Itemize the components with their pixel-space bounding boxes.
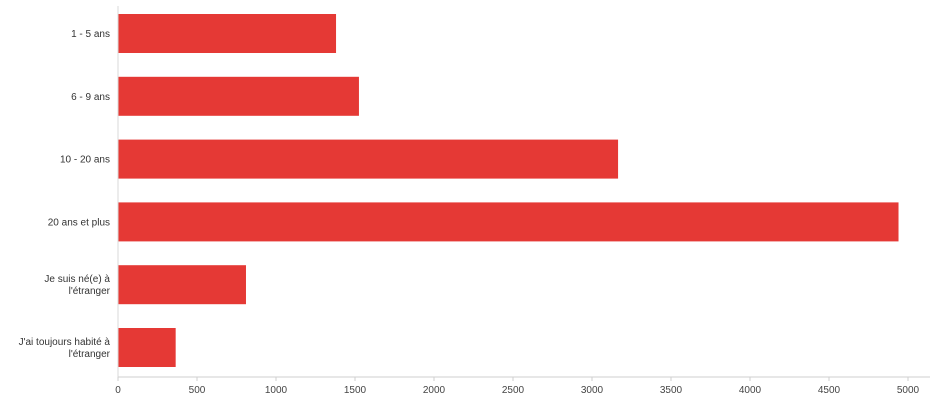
x-tick-label-0: 0	[115, 385, 121, 395]
category-label-5: Je suis né(e) à l'étranger	[44, 274, 110, 297]
x-tick-label-3000: 3000	[581, 385, 604, 395]
category-label-2: 6 - 9 ans	[71, 92, 110, 103]
x-tick-label-500: 500	[189, 385, 206, 395]
x-axis: 0 500 1000 1500 2000 2500 3000 3500 4000 4500 5000	[115, 6, 930, 395]
category-labels: 1 - 5 ans 6 - 9 ans 10 - 20 ans 20 ans et p…	[19, 29, 111, 360]
x-tick-label-4500: 4500	[818, 385, 841, 395]
x-tick-label-4000: 4000	[739, 385, 762, 395]
category-label-1: 1 - 5 ans	[71, 29, 110, 40]
category-label-6: J'ai toujours habité à l'étranger	[19, 337, 111, 360]
category-label-4: 20 ans et plus	[48, 217, 110, 228]
bar-5	[118, 265, 246, 305]
bar-2	[118, 76, 359, 116]
x-tick-label-5000: 5000	[897, 385, 920, 395]
x-tick-label-3500: 3500	[660, 385, 683, 395]
bar-4	[118, 202, 899, 242]
x-tick-label-2000: 2000	[423, 385, 446, 395]
bar-1	[118, 14, 337, 53]
x-tick-label-2500: 2500	[502, 385, 525, 395]
x-tick-label-1000: 1000	[265, 385, 288, 395]
bar-3	[118, 139, 619, 179]
category-label-3: 10 - 20 ans	[60, 155, 110, 166]
bar-6	[118, 328, 176, 367]
x-tick-label-1500: 1500	[344, 385, 367, 395]
bars-group	[118, 14, 899, 367]
